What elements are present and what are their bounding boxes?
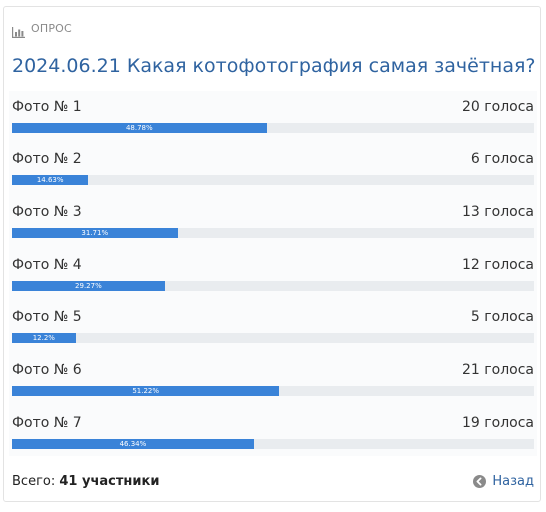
option-progress-fill: 48.78% [12, 123, 267, 133]
back-label[interactable]: Назад [492, 474, 534, 489]
arrow-left-circle-icon [473, 475, 487, 488]
poll-options: Фото № 1 20 голоса 48.78% Фото № 2 6 гол… [9, 91, 537, 456]
option-progress-track: 31.71% [12, 228, 534, 238]
option-name: Фото № 2 [12, 151, 82, 167]
poll-option: Фото № 6 21 голоса 51.22% [12, 362, 534, 406]
option-votes: 19 голоса [462, 415, 534, 431]
poll-option: Фото № 7 19 голоса 46.34% [12, 415, 534, 459]
poll-header: ОПРОС [12, 20, 72, 38]
option-progress-fill: 12.2% [12, 333, 76, 343]
option-name: Фото № 1 [12, 99, 82, 115]
option-votes: 12 голоса [462, 257, 534, 273]
option-progress-track: 46.34% [12, 439, 534, 449]
option-name: Фото № 6 [12, 362, 82, 378]
bar-chart-icon [12, 23, 25, 38]
poll-footer: Всего: 41 участники Назад [12, 474, 534, 492]
option-progress-fill: 29.27% [12, 281, 165, 291]
option-progress-track: 48.78% [12, 123, 534, 133]
poll-option: Фото № 1 20 голоса 48.78% [12, 99, 534, 143]
poll-option: Фото № 5 5 голоса 12.2% [12, 309, 534, 353]
option-votes: 20 голоса [462, 99, 534, 115]
poll-widget: ОПРОС 2024.06.21 Какая котофотография са… [3, 6, 541, 502]
poll-header-label: ОПРОС [31, 21, 72, 35]
total-participants: Всего: 41 участники [12, 474, 159, 489]
total-value: 41 участники [59, 474, 160, 489]
option-progress-fill: 46.34% [12, 439, 254, 449]
option-progress-fill: 51.22% [12, 386, 280, 396]
back-button[interactable]: Назад [473, 474, 534, 489]
poll-option: Фото № 4 12 голоса 29.27% [12, 257, 534, 301]
option-progress-track: 12.2% [12, 333, 534, 343]
option-name: Фото № 4 [12, 257, 82, 273]
poll-option: Фото № 3 13 голоса 31.71% [12, 204, 534, 248]
option-progress-track: 51.22% [12, 386, 534, 396]
poll-option: Фото № 2 6 голоса 14.63% [12, 151, 534, 195]
option-progress-track: 29.27% [12, 281, 534, 291]
option-name: Фото № 5 [12, 309, 82, 325]
option-votes: 6 голоса [470, 151, 534, 167]
option-progress-fill: 31.71% [12, 228, 178, 238]
total-label: Всего: [12, 474, 56, 489]
option-votes: 13 голоса [462, 204, 534, 220]
option-votes: 5 голоса [470, 309, 534, 325]
option-name: Фото № 7 [12, 415, 82, 431]
option-name: Фото № 3 [12, 204, 82, 220]
option-progress-fill: 14.63% [12, 175, 89, 185]
option-progress-track: 14.63% [12, 175, 534, 185]
option-votes: 21 голоса [462, 362, 534, 378]
poll-title: 2024.06.21 Какая котофотография самая за… [12, 55, 536, 77]
